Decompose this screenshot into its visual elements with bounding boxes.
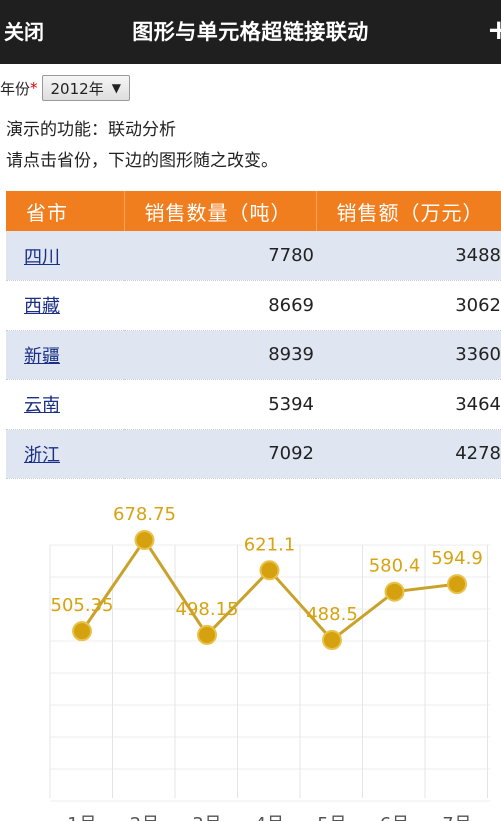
x-tick-label: 1月 [67, 814, 96, 821]
data-label: 488.5 [306, 604, 358, 625]
table-row: 四川 7780 3488 [6, 231, 501, 281]
province-link-xinjiang[interactable]: 新疆 [24, 345, 60, 367]
province-link-sichuan[interactable]: 四川 [24, 246, 60, 268]
sales-line-chart: 505.35 678.75 498.15 621.1 488.5 580.4 594.9 1月… [49, 504, 490, 821]
data-point [322, 630, 342, 650]
add-icon[interactable]: + [487, 13, 501, 46]
province-link-xizang[interactable]: 西藏 [24, 296, 60, 318]
top-bar: 关闭 图形与单元格超链接联动 + [0, 0, 501, 64]
header-province: 省市 [6, 191, 124, 231]
province-link-yunnan[interactable]: 云南 [24, 395, 60, 417]
header-quantity: 销售数量（吨） [123, 191, 316, 231]
sales-table: 省市 销售数量（吨） 销售额（万元） 四川 7780 3488 西藏 8669 … [6, 191, 501, 479]
year-label: 年份 [0, 79, 31, 98]
quantity-cell: 7780 [124, 231, 316, 281]
table-row: 浙江 7092 4278 [6, 429, 501, 479]
description-line-1: 演示的功能：联动分析 [6, 120, 176, 140]
province-cell: 四川 [6, 231, 124, 281]
province-cell: 浙江 [6, 429, 124, 479]
quantity-cell: 5394 [124, 379, 316, 430]
data-label: 594.9 [431, 548, 483, 569]
province-cell: 西藏 [6, 280, 124, 331]
table-header-row: 省市 销售数量（吨） 销售额（万元） [6, 191, 501, 231]
province-cell: 云南 [6, 379, 124, 430]
data-label: 580.4 [369, 556, 421, 577]
x-tick-label: 5月 [317, 814, 346, 821]
data-point [197, 624, 217, 645]
data-label: 678.75 [113, 504, 176, 525]
year-filter: 年份 * 2012年 ▼ [0, 74, 130, 102]
quantity-cell: 8669 [124, 280, 316, 331]
table-row: 西藏 8669 3062 [6, 280, 501, 331]
data-point [259, 560, 280, 581]
data-label: 505.35 [51, 595, 114, 616]
amount-cell: 3464 [316, 379, 501, 430]
amount-cell: 4278 [316, 429, 501, 479]
x-tick-label: 7月 [442, 814, 471, 821]
page-title: 图形与单元格超链接联动 [132, 20, 369, 44]
data-point [72, 621, 92, 642]
data-point [447, 574, 467, 595]
header-amount: 销售额（万元） [315, 191, 501, 231]
quantity-cell: 7092 [124, 429, 316, 479]
x-tick-label: 3月 [192, 814, 221, 821]
x-tick-label: 6月 [380, 814, 409, 821]
amount-cell: 3488 [316, 231, 501, 281]
table-row: 云南 5394 3464 [6, 379, 501, 430]
data-label: 498.15 [176, 599, 239, 620]
data-label: 621.1 [244, 534, 296, 555]
quantity-cell: 8939 [124, 330, 316, 380]
chevron-down-icon: ▼ [111, 81, 121, 95]
x-tick-label: 2月 [130, 814, 159, 821]
close-button[interactable]: 关闭 [4, 20, 44, 44]
year-select[interactable]: 2012年 ▼ [41, 75, 130, 101]
amount-cell: 3360 [316, 330, 501, 380]
table-row: 新疆 8939 3360 [6, 330, 501, 380]
x-tick-label: 4月 [255, 814, 284, 821]
description-line-2: 请点击省份，下边的图形随之改变。 [6, 151, 278, 171]
province-cell: 新疆 [6, 330, 124, 380]
amount-cell: 3062 [316, 280, 501, 331]
province-link-zhejiang[interactable]: 浙江 [24, 444, 60, 466]
data-point [134, 530, 155, 550]
required-mark: * [30, 79, 38, 97]
year-select-value: 2012年 [50, 79, 104, 98]
data-point [384, 581, 405, 602]
